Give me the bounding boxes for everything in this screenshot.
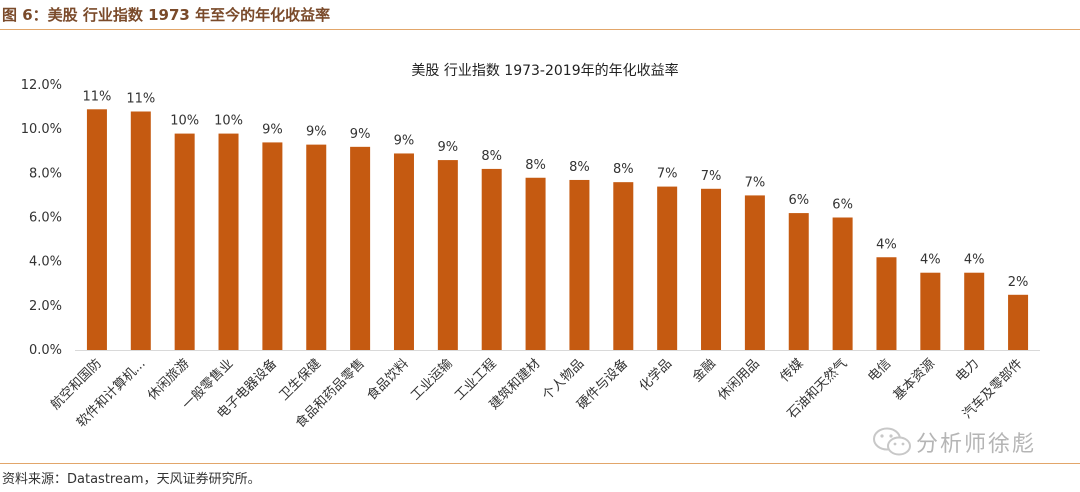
bar: [744, 195, 765, 350]
chart-title: 美股 行业指数 1973-2019年的年化收益率: [411, 62, 678, 79]
data-label: 9%: [262, 122, 283, 137]
data-label: 4%: [876, 237, 897, 252]
data-label: 6%: [832, 198, 853, 213]
figure-header: 图 6：美股 行业指数 1973 年至今的年化收益率: [0, 0, 1080, 30]
data-label: 8%: [613, 162, 634, 177]
data-label: 10%: [170, 114, 199, 129]
top-rule: [0, 29, 1080, 30]
bar: [701, 188, 722, 350]
y-tick-label: 0.0%: [29, 343, 62, 358]
bar: [613, 182, 634, 350]
bar: [306, 144, 327, 350]
data-label: 11%: [126, 92, 155, 107]
bar: [788, 213, 809, 350]
source-note: 资料来源：Datastream，天风证券研究所。: [2, 472, 261, 487]
y-tick-label: 6.0%: [29, 211, 62, 226]
y-tick-label: 4.0%: [29, 255, 62, 270]
figure-caption: 图 6：美股 行业指数 1973 年至今的年化收益率: [2, 6, 331, 24]
bar: [964, 272, 985, 350]
x-category-label: 传媒: [778, 356, 807, 385]
x-category-label: 金融: [689, 356, 719, 386]
x-category-label: 电力: [953, 356, 982, 385]
bar: [262, 142, 283, 350]
x-category-label: 工业运输: [408, 356, 456, 404]
data-label: 6%: [788, 193, 809, 208]
data-labels: 11% 11% 10% 10% 9% 9% 9% 9% 9% 8% 8% 8% 8% 7% 7% 7% 6% 6%…: [82, 89, 1028, 290]
y-tick-label: 8.0%: [29, 166, 62, 181]
x-category-label: 基本资源: [891, 356, 938, 403]
data-label: 11%: [82, 89, 111, 104]
watermark: 分析师徐彪: [872, 424, 1036, 460]
bar: [481, 168, 502, 350]
y-tick-label: 10.0%: [21, 122, 62, 137]
bar: [832, 217, 853, 350]
bar: [657, 186, 678, 350]
bar: [393, 153, 414, 350]
bar: [1008, 294, 1029, 350]
data-label: 2%: [1008, 275, 1029, 290]
bar: [130, 111, 151, 350]
x-category-label: 电信: [865, 356, 894, 385]
data-label: 9%: [350, 127, 371, 142]
x-axis-labels: 航空和国防软件和计算机...休闲旅游一般零售业电子电器设备卫生保健食品和药品零售…: [47, 356, 1025, 432]
bar: [86, 109, 107, 351]
data-label: 9%: [394, 133, 415, 148]
bottom-rule: [0, 463, 1080, 464]
bar: [350, 146, 371, 350]
bar: [218, 133, 239, 350]
data-label: 7%: [701, 169, 722, 184]
bar: [174, 133, 195, 350]
data-label: 9%: [438, 140, 459, 155]
bar-chart: 美股 行业指数 1973-2019年的年化收益率 0.0% 2.0% 4.0% 6.0…: [21, 62, 1040, 432]
x-category-label: 食品饮料: [364, 356, 412, 404]
data-label: 7%: [657, 167, 678, 182]
data-label: 8%: [569, 160, 590, 175]
data-label: 4%: [964, 253, 985, 268]
y-tick-label: 2.0%: [29, 299, 62, 314]
wechat-icon: [873, 427, 911, 456]
bar: [920, 272, 941, 350]
data-label: 8%: [481, 149, 502, 164]
data-label: 8%: [525, 158, 546, 173]
data-label: 9%: [306, 125, 327, 140]
bar: [569, 179, 590, 350]
data-label: 7%: [745, 175, 766, 190]
y-axis-ticks: 0.0% 2.0% 4.0% 6.0% 8.0% 10.0% 12.0%: [21, 78, 62, 358]
data-label: 4%: [920, 253, 941, 268]
y-tick-label: 12.0%: [21, 78, 62, 93]
data-label: 10%: [214, 114, 243, 129]
bars: [86, 109, 1029, 351]
x-category-label: 化学品: [636, 356, 675, 395]
bar: [437, 160, 458, 350]
bar: [876, 257, 897, 350]
bar: [525, 177, 546, 350]
watermark-text: 分析师徐彪: [916, 432, 1037, 457]
x-category-label: 休闲用品: [715, 356, 762, 403]
